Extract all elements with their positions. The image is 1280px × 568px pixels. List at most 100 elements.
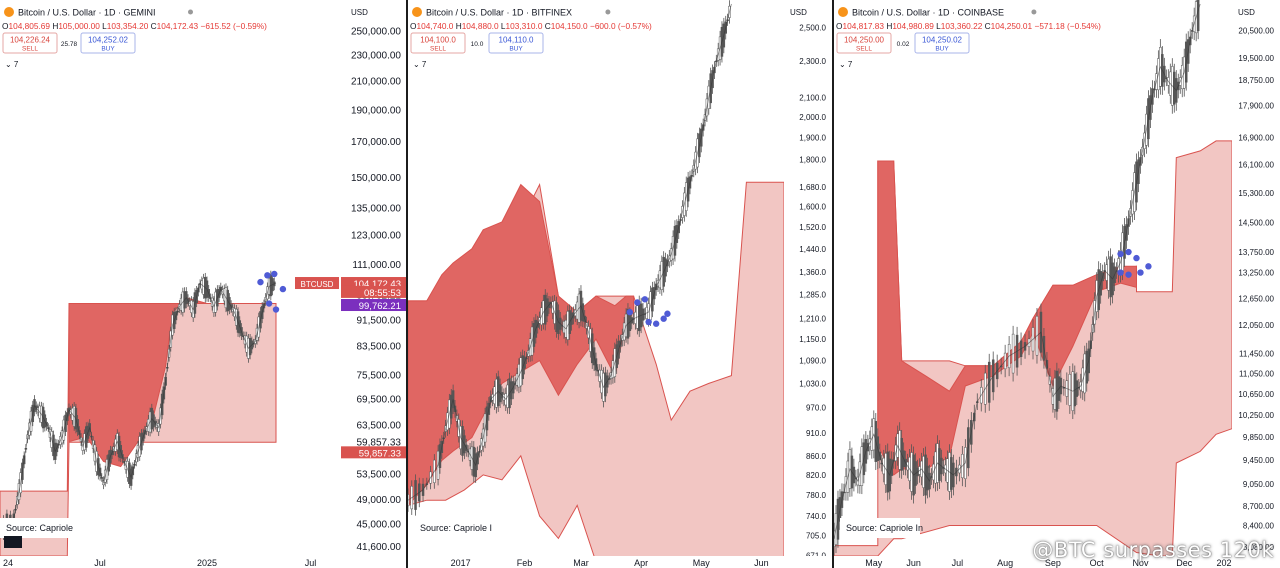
highlight-dot [664,310,671,317]
ohlc-value: 104,817.83 [842,21,886,31]
y-tick-label: 150,000.00 [351,173,401,184]
price-chart: USD 20,500.00 19,500.00 18,750.00 17,900.00 1… [834,0,1280,568]
buy-label: BUY [935,46,949,53]
ohlc-value: 105,000.00 [58,21,102,31]
x-tick-label: 24 [3,558,13,568]
highlight-dot [257,278,264,286]
y-tick-label: 91,500.00 [357,315,402,326]
y-tick-label: 12,050.00 [1238,321,1274,330]
y-tick-label: 1,440.0 [799,245,826,254]
highlight-dot [279,285,287,293]
highlight-dot [626,308,634,316]
y-tick-label: 15,300.00 [1238,189,1274,198]
x-tick-label: Jul [94,558,106,568]
ohlc-key: H [52,21,58,31]
currency-label: USD [351,8,368,17]
time-axis-background [408,556,832,568]
y-tick-label: 69,500.00 [357,394,402,405]
panel-divider [832,0,834,568]
y-tick-label: 9,850.00 [1243,433,1275,442]
x-tick-label: Apr [634,558,648,568]
ohlc-key: L [102,21,107,31]
y-tick-label: 18,750.00 [1238,76,1274,85]
buy-button [488,32,544,54]
ohlc-key: C [151,21,157,31]
y-tick-label: 16,900.00 [1238,134,1274,143]
highlight-dot [1117,250,1124,258]
y-tick-label: 2,500.0 [799,23,826,32]
highlight-dot [1145,263,1152,270]
spread-value: 25.78 [61,41,78,48]
highlight-dot [652,320,660,327]
price-series-line [408,3,732,501]
ohlc-value: 104,150.0 [551,21,590,31]
currency-label: USD [1238,8,1255,17]
y-tick-label: 10,650.00 [1238,390,1274,399]
sell-price: 104,226.24 [10,36,51,45]
ohlc-key: L [501,21,506,31]
highlight-dot [1125,248,1132,256]
ohlc-key: C [545,21,551,31]
y-tick-label: 49,000.00 [357,495,402,506]
chart-panel-coinbase[interactable]: USD 20,500.00 19,500.00 18,750.00 17,900.00 1… [834,0,1280,568]
x-tick-label: Jul [952,558,964,568]
x-tick-label: Jun [906,558,921,568]
y-tick-label: 970.0 [806,403,827,412]
y-tick-label: 1,800.0 [799,155,826,164]
indicator-collapse: ⌄ 7 [839,60,853,69]
price-series-line [0,282,277,532]
sell-button [836,32,892,54]
ohlc-readout: O104,805.69 H105,000.00 L103,354.20 C104… [2,21,267,31]
y-tick-label: 11,050.00 [1239,369,1275,378]
price-chart: USD 250,000.00 230,000.00 210,000.00 190,000… [0,0,407,568]
candle-body [1196,0,1200,32]
spread-value: 10.0 [471,41,484,48]
price-tag-value: 08:55:53 [364,288,401,299]
y-tick-label: 45,000.00 [357,519,402,530]
ohlc-value: 104,880.0 [462,21,501,31]
y-tick-label: 9,050.00 [1243,480,1275,489]
ohlc-change: −615.52 (−0.59%) [200,21,267,31]
spread-value: 0.02 [897,41,910,48]
y-tick-label: 780.0 [806,491,827,500]
x-tick-label: 2017 [451,558,471,568]
y-tick-label: 14,500.00 [1238,219,1274,228]
y-tick-label: 1,520.0 [799,223,826,232]
watermark-text: @BTC surpasses 120k [1032,538,1274,562]
source-box [414,518,494,538]
buy-price: 104,250.02 [922,36,963,45]
source-label: Source: Capriole In [846,523,923,533]
x-tick-label: Mar [573,558,589,568]
sell-label: SELL [22,46,38,53]
x-tick-label: Jul [305,558,317,568]
ohlc-change: −571.18 (−0.54%) [1034,21,1101,31]
y-tick-label: 1,900.0 [799,134,826,143]
y-tick-label: 12,650.00 [1238,294,1274,303]
bitcoin-icon [4,7,14,17]
y-tick-label: 8,700.00 [1243,502,1275,511]
y-tick-label: 17,900.00 [1238,102,1274,111]
x-tick-label: Sep [1045,558,1061,568]
y-tick-label: 123,000.00 [351,230,401,241]
price-axis-background [784,0,832,568]
x-tick-label: Dec [1176,558,1193,568]
buy-price: 104,252.02 [88,36,129,45]
time-axis-background [0,556,407,568]
price-chart: USD 2,500.0 2,300.0 2,100.0 2,000.0 1,900.0 1,… [408,0,832,568]
x-tick-label: 2025 [197,558,217,568]
sell-price: 104,100.0 [420,36,456,45]
time-axis-background [834,556,1280,568]
price-tag-value: 104,172.43 [353,279,401,290]
status-dot-icon [188,9,193,15]
chart-panel-gemini[interactable]: USD 250,000.00 230,000.00 210,000.00 190,000… [0,0,407,568]
y-tick-label: 13,250.00 [1238,269,1274,278]
y-tick-label: 190,000.00 [351,105,401,116]
symbol-title: Bitcoin / U.S. Dollar · 1D · GEMINI [18,8,156,18]
y-tick-label: 8,080.00 [1243,543,1275,552]
buy-label: BUY [101,46,115,53]
x-tick-label: Aug [997,558,1013,568]
chart-panel-bitfinex[interactable]: USD 2,500.0 2,300.0 2,100.0 2,000.0 1,900.0 1,… [408,0,832,568]
y-tick-label: 2,000.0 [799,113,826,122]
indicator-collapse: ⌄ 7 [413,60,427,69]
ohlc-readout: O104,817.83 H104,980.89 L103,360.22 C104… [836,21,1101,31]
